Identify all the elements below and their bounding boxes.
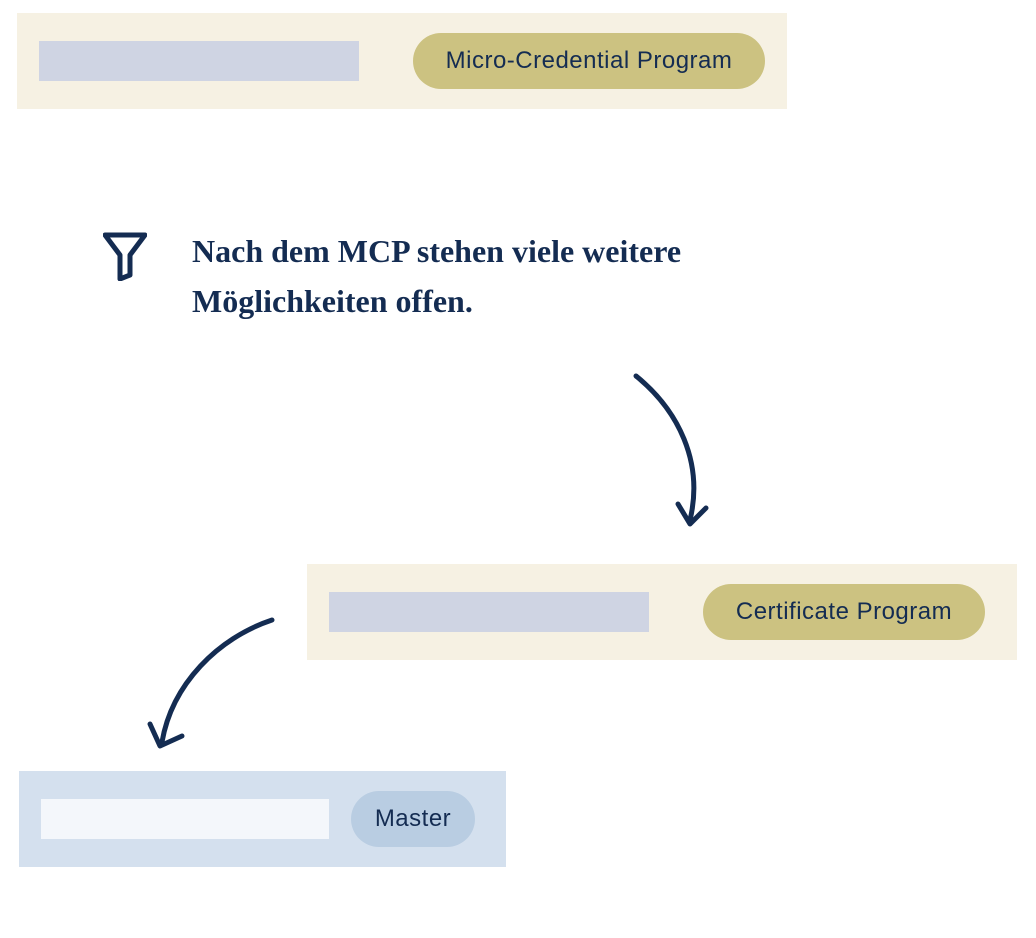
- cert-pill: Certificate Program: [703, 584, 985, 640]
- mcp-pill: Micro-Credential Program: [413, 33, 765, 89]
- mcp-placeholder: [39, 41, 359, 81]
- cert-placeholder: [329, 592, 649, 632]
- arrow-to-master: [140, 614, 290, 764]
- cert-box: Certificate Program: [307, 564, 1017, 660]
- mcp-box: Micro-Credential Program: [17, 13, 787, 109]
- note-line2: Möglichkeiten offen.: [192, 283, 473, 319]
- master-placeholder: [41, 799, 329, 839]
- note-line1: Nach dem MCP stehen viele weitere: [192, 233, 681, 269]
- funnel-icon: [103, 231, 147, 281]
- master-box: Master: [19, 771, 506, 867]
- note-text: Nach dem MCP stehen viele weitere Möglic…: [192, 226, 832, 326]
- master-pill: Master: [351, 791, 475, 847]
- arrow-to-cert: [618, 370, 738, 540]
